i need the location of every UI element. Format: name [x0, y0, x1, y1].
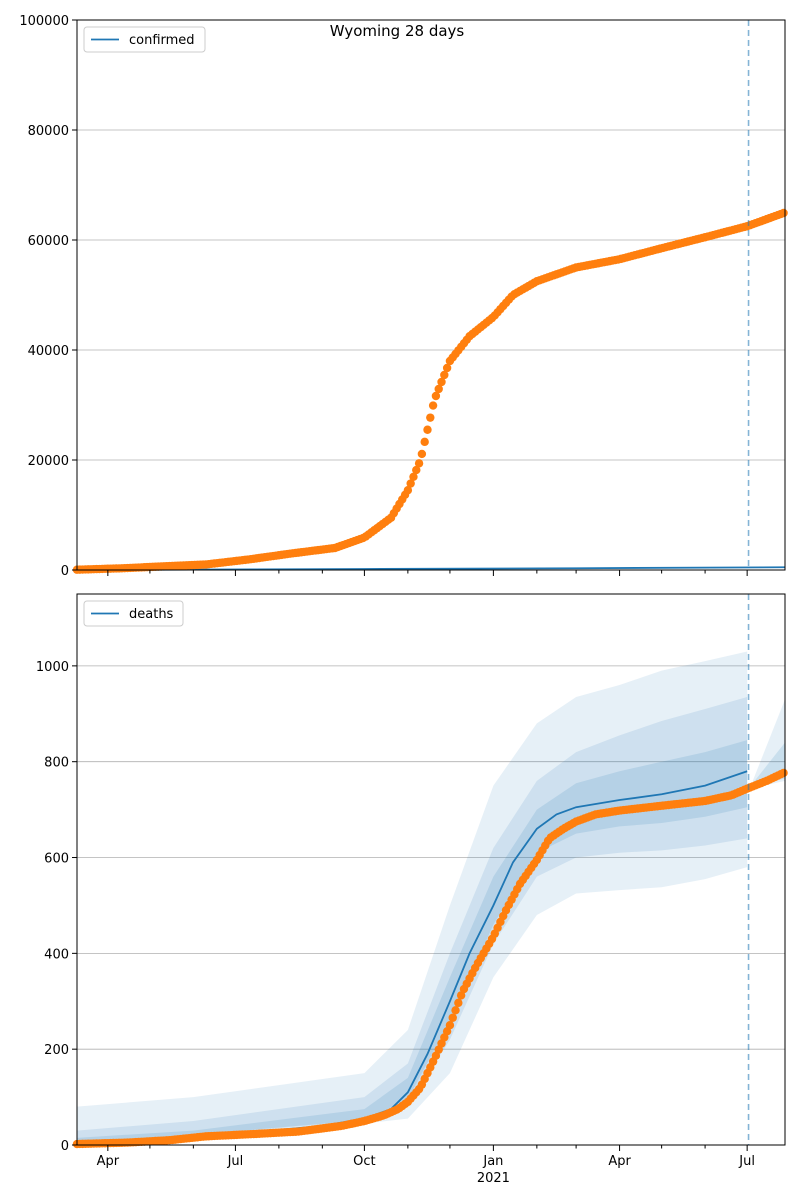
- uncertainty-band: [77, 740, 748, 1145]
- y-tick-label: 600: [44, 852, 69, 867]
- observed-point: [412, 465, 421, 475]
- y-tick-label: 60000: [28, 234, 69, 249]
- deaths-legend-box: [83, 600, 184, 627]
- deaths-legend: deaths: [83, 600, 184, 627]
- observed-point: [414, 459, 424, 468]
- observed-point: [423, 425, 432, 434]
- deaths-panel: 0 200 400 600 800 1000 Apr Jul Oct Jan 2021 Apr Jul…: [36, 593, 788, 1186]
- y-tick-label: 20000: [28, 454, 69, 469]
- observed-point: [445, 1021, 455, 1030]
- observed-point: [431, 391, 441, 401]
- confirmed-axes-frame: [76, 19, 786, 571]
- deaths-y-axis: 0 200 400 600 800 1000: [36, 660, 77, 1154]
- x-tick-label: Jul: [227, 1154, 244, 1169]
- y-tick-label: 0: [61, 564, 69, 579]
- observed-point: [409, 472, 418, 482]
- observed-point: [428, 401, 438, 410]
- confirmed-legend: confirmed: [83, 26, 206, 53]
- observed-point: [779, 768, 788, 778]
- confirmed-gridlines: [77, 129, 785, 461]
- observed-point: [779, 208, 788, 218]
- chart-title: Wyoming 28 days: [330, 22, 465, 40]
- x-tick-label: Jan: [482, 1154, 503, 1169]
- confirmed-legend-label: confirmed: [129, 33, 195, 48]
- observed-point: [403, 486, 413, 495]
- x-tick-year-label: 2021: [477, 1171, 510, 1186]
- deaths-legend-label: deaths: [129, 607, 174, 622]
- deaths-axes-frame: [76, 593, 786, 1146]
- x-tick-label: Apr: [608, 1154, 631, 1169]
- x-tick-label: Oct: [353, 1154, 375, 1169]
- observed-point: [406, 479, 415, 488]
- uncertainty-band: [77, 697, 748, 1145]
- x-tick-label: Jul: [738, 1154, 755, 1169]
- deaths-gridlines: [77, 665, 785, 1050]
- y-tick-label: 40000: [28, 344, 69, 359]
- y-tick-label: 400: [44, 947, 69, 962]
- observed-point: [454, 998, 463, 1008]
- observed-point: [426, 413, 435, 422]
- y-tick-label: 0: [61, 1139, 69, 1154]
- y-tick-label: 800: [44, 756, 69, 771]
- y-tick-label: 1000: [36, 660, 69, 675]
- confirmed-x-axis: [107, 570, 748, 576]
- observed-point: [420, 437, 429, 447]
- confirmed-y-axis: 0 20000 40000 60000 80000 100000: [19, 14, 77, 579]
- deaths-x-axis: Apr Jul Oct Jan 2021 Apr Jul: [97, 1145, 755, 1186]
- observed-point: [440, 370, 449, 380]
- uncertainty-band: [77, 651, 748, 1145]
- observed-point: [434, 384, 443, 394]
- x-tick-label: Apr: [97, 1154, 120, 1169]
- observed-point: [448, 1013, 457, 1022]
- observed-point: [456, 991, 466, 1000]
- observed-point: [442, 363, 452, 373]
- y-tick-label: 80000: [28, 124, 69, 139]
- observed-point: [451, 1006, 460, 1015]
- confirmed-panel: 0 20000 40000 60000 80000 100000 confirmed Wy…: [19, 14, 788, 579]
- y-tick-label: 100000: [19, 14, 69, 29]
- confirmed-observed-series: [72, 208, 788, 574]
- observed-point: [417, 449, 427, 459]
- y-tick-label: 200: [44, 1043, 69, 1058]
- forecast-tail-band: [752, 699, 785, 789]
- confirmed-legend-box: [83, 26, 206, 53]
- observed-point: [437, 377, 446, 387]
